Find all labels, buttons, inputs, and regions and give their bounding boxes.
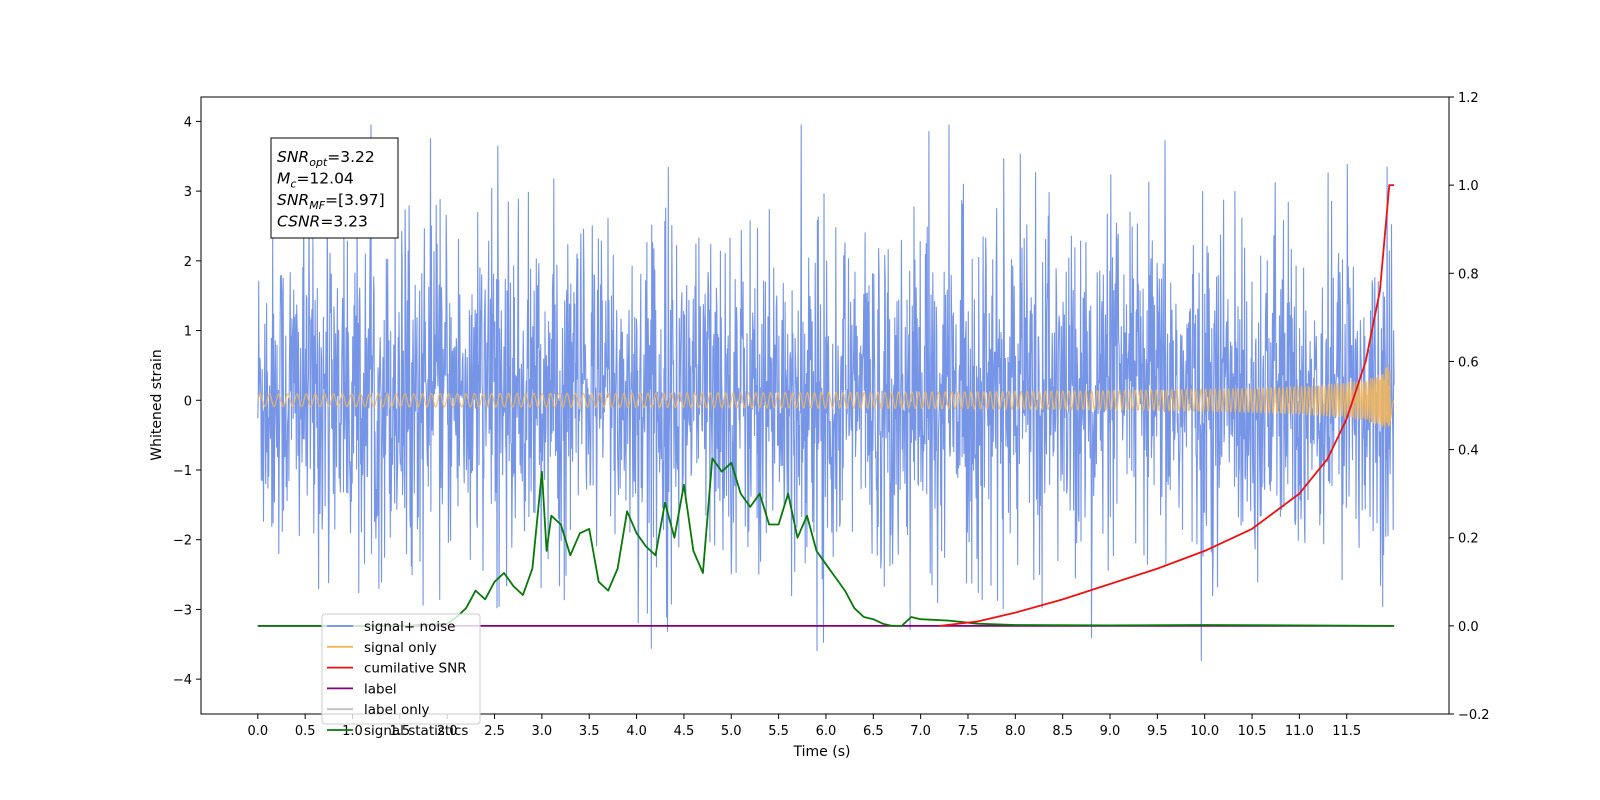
- annotation-line: SNRopt=3.22: [277, 148, 375, 169]
- x-tick-label: 5.5: [768, 724, 789, 739]
- x-tick-label: 3.0: [532, 724, 553, 739]
- x-tick-label: 11.0: [1285, 724, 1314, 739]
- x-tick-label: 3.5: [579, 724, 600, 739]
- x-tick-label: 10.0: [1190, 724, 1219, 739]
- y-tick-label: 1: [184, 325, 192, 340]
- x-tick-label: 0.5: [295, 724, 316, 739]
- x-axis: 0.0 0.5 1.0 1.5 2.0 2.5 3.0 3.5 4.0 4.5 5.0 5.5 6.0 6…: [247, 714, 1361, 739]
- y-tick-label: −1: [173, 464, 192, 479]
- y2-tick-label: −0.2: [1458, 708, 1490, 723]
- series-line-signal-statistics: [257, 457, 1395, 627]
- y-tick-label: −2: [173, 534, 192, 549]
- x-tick-label: 11.5: [1332, 724, 1361, 739]
- y-tick-label: 3: [184, 185, 192, 200]
- x-tick-label: 10.5: [1238, 724, 1267, 739]
- x-tick-label: 7.0: [910, 724, 931, 739]
- series-line-signal-only: [257, 364, 1395, 429]
- legend-entry-label: cumilative SNR: [364, 661, 467, 677]
- y-tick-label: 4: [184, 115, 192, 130]
- x-tick-label: 2.0: [437, 724, 458, 739]
- y-tick-label: −3: [173, 603, 192, 618]
- y-axis-label: Whitened strain: [149, 349, 165, 460]
- annotation-line: Mc=12.04: [277, 170, 354, 191]
- y-axis-left: −4 −3 −2 −1 0 1 2 3 4: [173, 115, 201, 688]
- y2-tick-label: 0.2: [1458, 532, 1479, 547]
- x-tick-label: 8.0: [1005, 724, 1026, 739]
- legend-entry-label: signal only: [364, 640, 437, 656]
- x-tick-label: 5.0: [721, 724, 742, 739]
- legend-entry-label: label only: [364, 702, 430, 718]
- x-tick-label: 0.0: [247, 724, 268, 739]
- legend-frame: [321, 613, 481, 725]
- legend: signal+ noise signal only cumilative SNR la…: [321, 613, 481, 739]
- legend-entry-label: signal+ noise: [364, 619, 455, 635]
- annotation-line: SNRMF=[3.97]: [277, 191, 385, 212]
- x-tick-label: 6.0: [816, 724, 837, 739]
- x-tick-label: 9.0: [1100, 724, 1121, 739]
- series-line-signal-noise: [257, 124, 1395, 662]
- x-tick-label: 2.5: [484, 724, 505, 739]
- series-line-cumulative-snr: [939, 184, 1395, 627]
- legend-entry-label: label: [364, 681, 397, 697]
- x-tick-label: 4.0: [626, 724, 647, 739]
- x-tick-label: 4.5: [674, 724, 695, 739]
- y2-tick-label: 0.6: [1458, 355, 1479, 370]
- y-tick-label: −4: [173, 673, 192, 688]
- x-axis-label: Time (s): [793, 744, 851, 760]
- x-tick-label: 9.5: [1147, 724, 1168, 739]
- y-tick-label: 0: [184, 394, 192, 409]
- x-tick-label: 8.5: [1052, 724, 1073, 739]
- y-tick-label: 2: [184, 255, 192, 270]
- x-tick-label: 7.5: [958, 724, 979, 739]
- y-axis-right: −0.2 0.0 0.2 0.4 0.6 0.8 1.0 1.2: [1449, 91, 1490, 723]
- plot-frame: [200, 96, 1450, 715]
- y2-tick-label: 0.0: [1458, 620, 1479, 635]
- y2-tick-label: 0.8: [1458, 267, 1479, 282]
- y2-tick-label: 0.4: [1458, 444, 1479, 459]
- annotation-frame: [270, 137, 399, 239]
- y2-tick-label: 1.2: [1458, 91, 1479, 106]
- y2-tick-label: 1.0: [1458, 179, 1479, 194]
- annotation-line: CSNR=3.23: [277, 213, 368, 231]
- legend-entry-label: signal statistics: [364, 723, 468, 739]
- x-tick-label: 1.0: [342, 724, 363, 739]
- x-tick-label: 1.5: [390, 724, 411, 739]
- x-tick-label: 6.5: [863, 724, 884, 739]
